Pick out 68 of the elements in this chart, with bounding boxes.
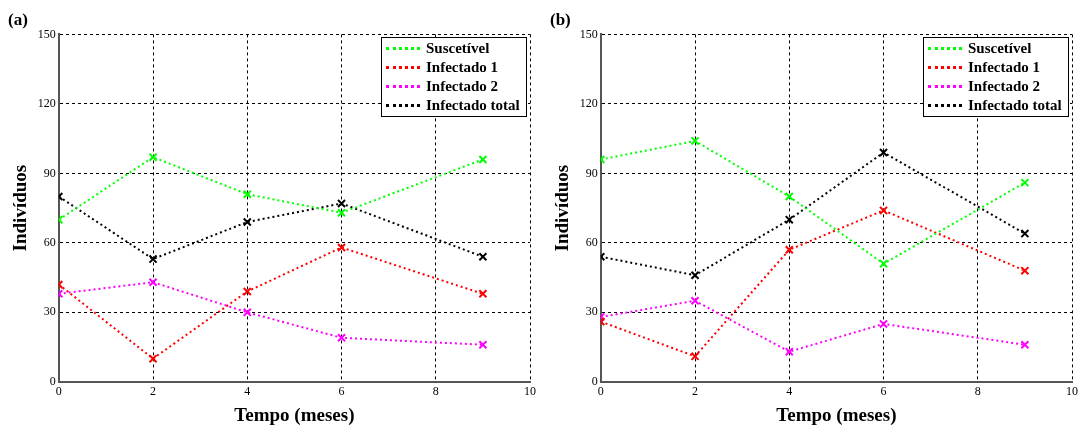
point: [1020, 229, 1030, 239]
point: [478, 340, 488, 350]
point: [148, 152, 158, 162]
legend-label: Infectado 2: [968, 77, 1041, 97]
point: [784, 347, 794, 357]
x-tick-label: 10: [1066, 384, 1078, 399]
y-tick-label: 90: [43, 165, 56, 180]
point: [1020, 178, 1030, 188]
y-tick-label: 60: [43, 235, 56, 249]
x-axis-title: Tempo (meses): [776, 403, 897, 426]
x-tick-label: 6: [880, 384, 887, 399]
x-tick-label: 2: [692, 384, 699, 399]
point: [878, 319, 889, 329]
y-tick-label: 0: [49, 373, 56, 388]
x-tick-label: 10: [524, 384, 536, 399]
y-tick-label: 60: [585, 235, 598, 249]
legend-label: Infectado total: [426, 96, 520, 116]
point: [1020, 266, 1030, 276]
point: [242, 307, 252, 317]
point: [242, 286, 252, 297]
y-axis-title: Indivíduos: [9, 164, 31, 252]
chart-title: (b): [550, 9, 571, 29]
point: [690, 296, 700, 306]
point: [242, 189, 252, 199]
point: [478, 289, 488, 299]
legend-label: Suscetível: [968, 39, 1032, 59]
point: [784, 191, 794, 202]
point: [878, 205, 889, 215]
point: [336, 242, 347, 253]
legend-label: Suscetível: [426, 39, 490, 59]
point: [690, 270, 700, 280]
x-tick-label: 8: [974, 384, 981, 399]
point: [878, 259, 889, 269]
point: [148, 277, 158, 287]
point: [1020, 340, 1030, 350]
y-tick-label: 120: [37, 96, 56, 111]
x-tick-label: 4: [786, 384, 793, 399]
y-tick-label: 0: [591, 373, 598, 388]
y-tick-label: 30: [585, 304, 598, 319]
y-tick-label: 120: [579, 96, 598, 111]
point: [336, 333, 347, 343]
point: [478, 154, 488, 164]
legend-label: Infectado total: [968, 96, 1062, 116]
y-tick-label: 150: [37, 26, 56, 41]
y-tick-label: 150: [579, 26, 598, 41]
point: [336, 208, 347, 218]
x-tick-label: 6: [338, 384, 345, 399]
y-axis-title: Indivíduos: [551, 164, 573, 252]
point: [478, 252, 488, 262]
legend-label: Infectado 1: [968, 58, 1041, 78]
point: [336, 198, 347, 208]
point: [784, 215, 794, 225]
point: [690, 351, 700, 361]
legend-label: Infectado 2: [426, 77, 499, 97]
legend-label: Infectado 1: [426, 58, 499, 78]
point: [878, 147, 889, 158]
point: [784, 245, 794, 255]
point: [690, 136, 700, 146]
x-tick-label: 4: [244, 384, 251, 399]
x-axis-title: Tempo (meses): [234, 403, 355, 426]
point: [148, 354, 158, 364]
point: [148, 254, 158, 264]
x-tick-label: 8: [432, 384, 439, 399]
x-tick-label: 2: [150, 384, 157, 399]
y-tick-label: 90: [585, 165, 598, 180]
chart-title: (a): [8, 9, 28, 29]
point: [242, 217, 252, 227]
y-tick-label: 30: [43, 304, 56, 319]
